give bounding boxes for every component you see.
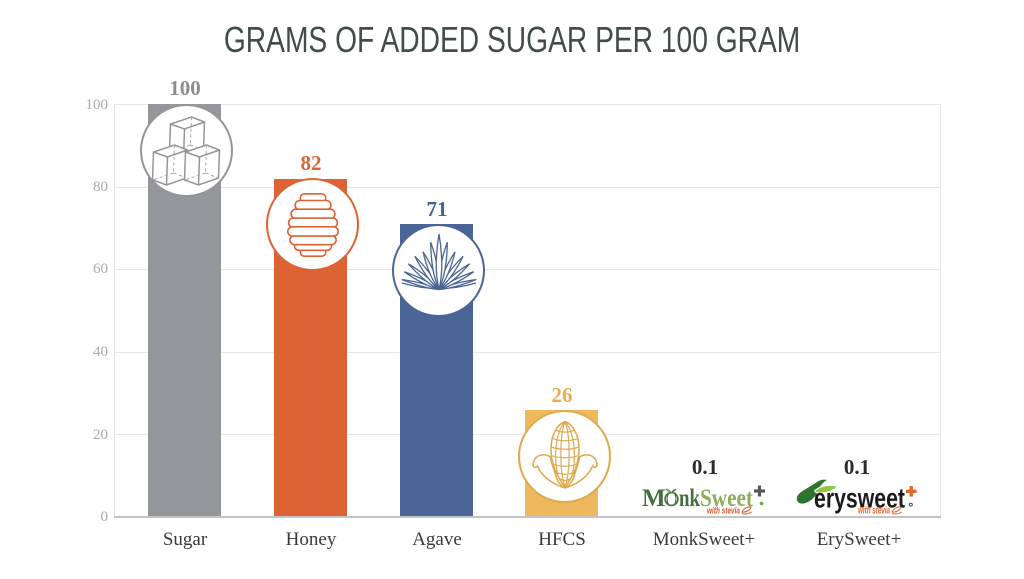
svg-text:Sweet: Sweet <box>700 485 754 512</box>
svg-text:with stevia: with stevia <box>707 506 740 517</box>
svg-text:M: M <box>642 485 666 512</box>
svg-text:with stevia: with stevia <box>858 506 890 517</box>
svg-text:nk: nk <box>679 485 700 512</box>
svg-text:erysweet: erysweet <box>814 483 905 514</box>
